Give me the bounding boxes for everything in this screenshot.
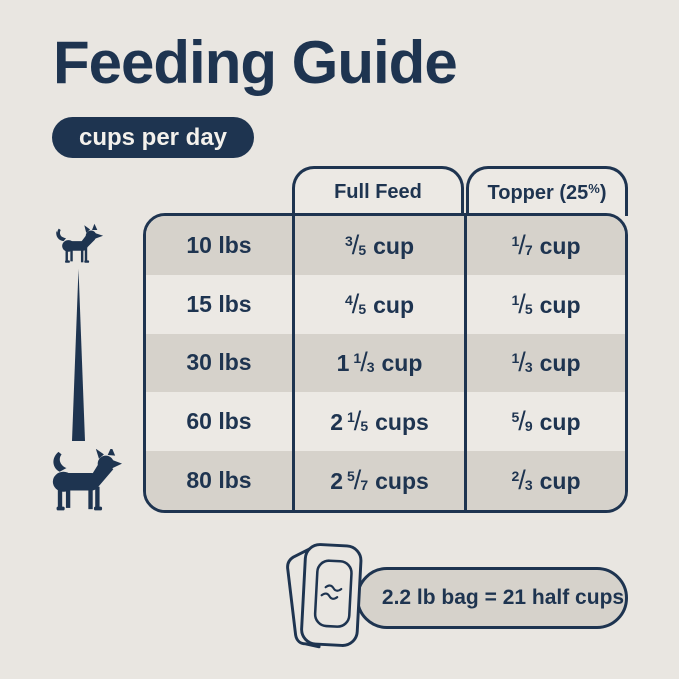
fraction-numerator: 1 bbox=[511, 232, 520, 249]
full-feed-cell: 3/5 cup bbox=[292, 216, 464, 275]
topper-cell: 1/3 cup bbox=[464, 333, 625, 393]
topper-percent-sup: % bbox=[588, 180, 600, 196]
page-title: Feeding Guide bbox=[53, 29, 458, 96]
table-row: 60 lbs 2 1/5 cups 5/9 cup bbox=[146, 392, 625, 452]
topper-cell: 2/3 cup bbox=[464, 451, 625, 510]
fraction-unit: cup bbox=[373, 291, 414, 318]
feeding-table: 10 lbs 3/5 cup 1/7 cup 15 lbs 4/5 cup 1/5 cup 30 l… bbox=[143, 213, 628, 513]
weight-cell: 80 lbs bbox=[186, 467, 252, 494]
weight-cell: 60 lbs bbox=[186, 408, 252, 435]
topper-cell: 5/9 cup bbox=[464, 392, 625, 452]
fraction-unit: cup bbox=[381, 350, 423, 377]
size-scale-wedge bbox=[72, 269, 85, 441]
table-row: 15 lbs 4/5 cup 1/5 cup bbox=[146, 274, 625, 334]
fraction-denominator: 7 bbox=[524, 241, 533, 258]
fraction-whole: 1 bbox=[336, 350, 350, 377]
fraction-slash: / bbox=[353, 465, 362, 496]
column-header-topper: Topper (25%) bbox=[466, 166, 628, 216]
fraction: 1 1/3 cup bbox=[337, 347, 423, 378]
fraction-slash: / bbox=[351, 229, 360, 260]
full-feed-label: Full Feed bbox=[334, 181, 422, 203]
fraction-denominator: 3 bbox=[366, 359, 375, 376]
fraction-slash: / bbox=[518, 406, 526, 437]
fraction-slash: / bbox=[360, 347, 368, 378]
fraction-unit: cup bbox=[539, 232, 581, 259]
cups-per-day-badge: cups per day bbox=[52, 117, 254, 158]
weight-cell: 15 lbs bbox=[186, 290, 252, 317]
table-row: 10 lbs 3/5 cup 1/7 cup bbox=[146, 216, 625, 275]
fraction-slash: / bbox=[518, 347, 526, 378]
fraction-denominator: 3 bbox=[524, 359, 533, 376]
fraction-unit: cup bbox=[539, 350, 581, 377]
fraction-numerator: 3 bbox=[345, 232, 353, 249]
fraction: 1/5 cup bbox=[512, 289, 581, 320]
topper-cell: 1/5 cup bbox=[464, 274, 625, 334]
full-feed-cell: 2 1/5 cups bbox=[292, 392, 464, 452]
fraction-denominator: 7 bbox=[360, 477, 369, 494]
fraction-slash: / bbox=[353, 406, 362, 437]
fraction-unit: cup bbox=[373, 232, 414, 259]
fraction-unit: cups bbox=[375, 468, 429, 495]
topper-label: Topper (25%) bbox=[487, 180, 607, 204]
fraction: 3/5 cup bbox=[345, 230, 414, 261]
full-feed-cell: 4/5 cup bbox=[292, 274, 464, 334]
fraction-unit: cup bbox=[539, 468, 581, 495]
weight-cell: 10 lbs bbox=[186, 231, 252, 258]
fraction-whole: 2 bbox=[330, 468, 343, 495]
fraction-unit: cups bbox=[375, 409, 429, 436]
topper-cell: 1/7 cup bbox=[464, 216, 625, 275]
full-feed-cell: 2 5/7 cups bbox=[292, 451, 464, 510]
food-bag-icon bbox=[286, 543, 363, 649]
fraction-denominator: 5 bbox=[358, 300, 367, 317]
small-dog-icon bbox=[56, 223, 104, 263]
fraction-slash: / bbox=[351, 288, 360, 319]
fraction-denominator: 5 bbox=[360, 418, 369, 435]
fraction-slash: / bbox=[518, 288, 526, 319]
fraction-whole: 2 bbox=[330, 409, 343, 436]
fraction-denominator: 5 bbox=[524, 300, 533, 317]
weight-cell: 30 lbs bbox=[186, 349, 252, 376]
fraction: 2 1/5 cups bbox=[330, 406, 429, 437]
table-row: 80 lbs 2 5/7 cups 2/3 cup bbox=[146, 451, 625, 510]
fraction: 2/3 cup bbox=[512, 465, 581, 496]
fraction-numerator: 1 bbox=[511, 350, 520, 367]
fraction-numerator: 1 bbox=[353, 350, 362, 367]
full-feed-cell: 1 1/3 cup bbox=[292, 333, 464, 393]
fraction-unit: cup bbox=[539, 291, 581, 318]
fraction-denominator: 5 bbox=[358, 241, 367, 258]
fraction: 1/7 cup bbox=[512, 230, 581, 261]
column-header-full-feed: Full Feed bbox=[292, 166, 464, 216]
table-row: 30 lbs 1 1/3 cup 1/3 cup bbox=[146, 333, 625, 393]
fraction: 5/9 cup bbox=[512, 406, 581, 437]
fraction-unit: cup bbox=[539, 409, 581, 436]
fraction-numerator: 5 bbox=[347, 468, 355, 485]
fraction-numerator: 1 bbox=[511, 291, 520, 308]
fraction-denominator: 9 bbox=[524, 418, 533, 435]
fraction-slash: / bbox=[518, 465, 526, 496]
fraction-numerator: 5 bbox=[511, 409, 520, 426]
fraction: 2 5/7 cups bbox=[330, 465, 429, 496]
fraction-numerator: 4 bbox=[345, 291, 353, 308]
bag-note-text: 2.2 lb bag = 21 half cups bbox=[381, 586, 625, 609]
fraction-numerator: 2 bbox=[511, 468, 520, 485]
fraction-slash: / bbox=[518, 229, 526, 260]
large-dog-icon bbox=[52, 449, 122, 511]
fraction-numerator: 1 bbox=[347, 409, 355, 426]
cups-per-day-label: cups per day bbox=[78, 123, 228, 151]
fraction: 1/3 cup bbox=[512, 347, 581, 378]
fraction-denominator: 3 bbox=[524, 477, 533, 494]
fraction: 4/5 cup bbox=[345, 289, 414, 320]
bag-note-pill: 2.2 lb bag = 21 half cups bbox=[356, 567, 628, 629]
